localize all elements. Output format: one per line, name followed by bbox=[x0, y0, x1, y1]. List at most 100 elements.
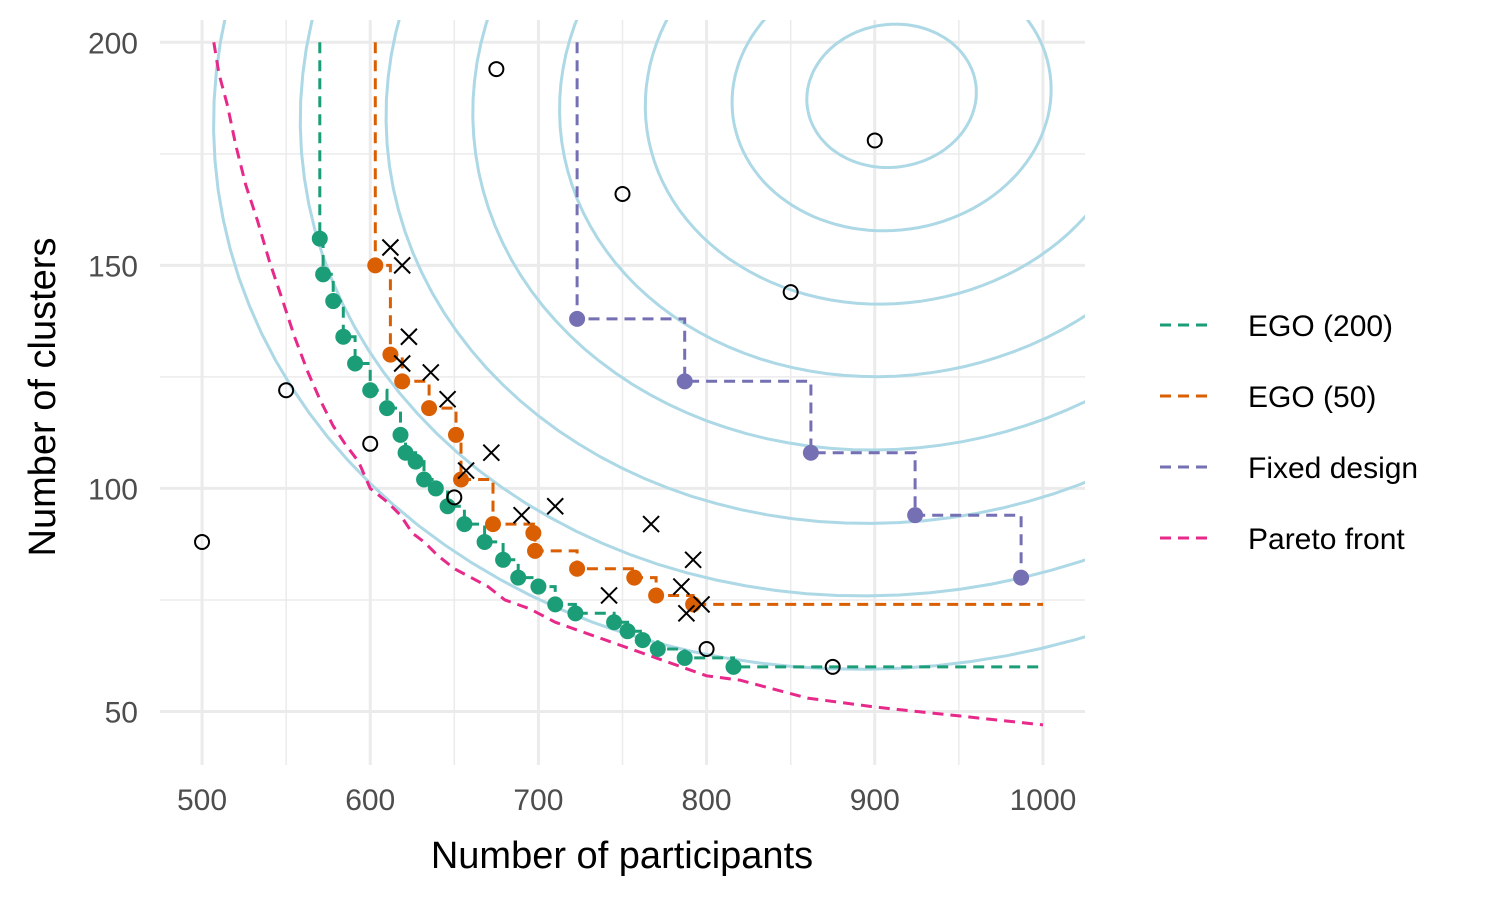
open-circle-marker bbox=[278, 382, 295, 399]
data-point bbox=[453, 471, 470, 488]
data-point bbox=[421, 400, 438, 417]
data-point bbox=[648, 587, 665, 604]
cross-marker bbox=[400, 328, 418, 346]
data-point bbox=[606, 614, 623, 631]
contour-line bbox=[730, 20, 1053, 233]
y-axis-title: Number of clusters bbox=[22, 238, 64, 557]
cross-marker bbox=[600, 586, 618, 605]
contour-line bbox=[298, 20, 1085, 598]
contour-line bbox=[471, 20, 1085, 452]
data-point bbox=[547, 596, 564, 613]
minor-grid bbox=[160, 20, 1085, 765]
data-point bbox=[394, 373, 411, 390]
legend-label: EGO (50) bbox=[1248, 381, 1376, 414]
open-circle-marker bbox=[362, 435, 379, 452]
legend-label: EGO (200) bbox=[1248, 310, 1393, 343]
contour-lines bbox=[212, 20, 1085, 671]
y-tick-label: 100 bbox=[88, 473, 138, 506]
data-point bbox=[626, 569, 643, 586]
data-point bbox=[525, 525, 542, 542]
open-circle-marker bbox=[698, 641, 715, 658]
data-point bbox=[567, 605, 584, 622]
y-tick-label: 150 bbox=[88, 250, 138, 283]
cross-marker bbox=[677, 604, 696, 623]
data-point bbox=[362, 382, 379, 399]
cross-marker bbox=[642, 515, 660, 533]
data-point bbox=[416, 471, 433, 488]
open-circle-marker bbox=[488, 61, 505, 78]
y-tick-label: 200 bbox=[88, 27, 138, 60]
cross-marker bbox=[684, 551, 702, 569]
data-point bbox=[634, 632, 651, 649]
cross-marker bbox=[393, 354, 411, 373]
y-axis-tick-labels: 50 100 150 200 bbox=[88, 27, 138, 729]
open-circle-marker bbox=[194, 533, 211, 550]
data-point bbox=[527, 542, 544, 559]
open-circle-marker bbox=[866, 132, 883, 149]
data-point bbox=[802, 444, 819, 461]
data-point bbox=[725, 658, 742, 675]
open-circle-marker bbox=[782, 284, 799, 301]
step-line bbox=[318, 42, 1043, 669]
series-points bbox=[311, 230, 1030, 675]
data-point bbox=[907, 507, 924, 524]
contour-line bbox=[643, 20, 1085, 306]
data-point bbox=[311, 230, 328, 247]
x-tick-label: 700 bbox=[513, 784, 563, 817]
data-point bbox=[439, 498, 456, 515]
series-step-lines bbox=[212, 42, 1044, 727]
contour-line bbox=[384, 20, 1085, 525]
data-point bbox=[476, 533, 493, 550]
data-point bbox=[427, 480, 444, 497]
x-axis-tick-labels: 500 600 700 800 900 1000 bbox=[177, 784, 1076, 817]
x-tick-label: 800 bbox=[682, 784, 732, 817]
data-point bbox=[676, 649, 693, 666]
major-grid bbox=[160, 20, 1085, 765]
data-point bbox=[367, 257, 384, 274]
cross-markers bbox=[381, 238, 711, 623]
data-point bbox=[569, 560, 586, 577]
data-point bbox=[325, 293, 342, 310]
open-circle-marker bbox=[824, 658, 841, 675]
legend-label: Pareto front bbox=[1248, 523, 1405, 556]
data-point bbox=[530, 578, 547, 595]
data-point bbox=[619, 623, 636, 640]
data-point bbox=[407, 453, 424, 470]
data-point bbox=[456, 516, 473, 533]
data-point bbox=[649, 641, 666, 658]
data-point bbox=[335, 328, 352, 345]
step-line bbox=[373, 42, 1043, 606]
cross-marker bbox=[438, 390, 457, 408]
step-line bbox=[575, 42, 1023, 578]
data-point bbox=[495, 551, 512, 568]
legend-label: Fixed design bbox=[1248, 452, 1418, 485]
legend: EGO (200) EGO (50) Fixed design Pareto fron… bbox=[1160, 310, 1418, 556]
cross-marker bbox=[422, 363, 440, 382]
open-circle-marker bbox=[446, 489, 463, 506]
data-point bbox=[676, 373, 693, 390]
contour-line bbox=[805, 22, 978, 169]
cross-marker bbox=[692, 595, 711, 614]
data-point bbox=[382, 346, 399, 363]
data-point bbox=[510, 569, 527, 586]
x-tick-label: 1000 bbox=[1010, 784, 1077, 817]
cross-marker bbox=[457, 461, 475, 480]
data-point bbox=[569, 310, 586, 327]
step-line bbox=[212, 42, 1044, 727]
data-point bbox=[485, 516, 501, 533]
cross-marker bbox=[393, 256, 411, 275]
data-point bbox=[347, 355, 364, 372]
contour-line bbox=[212, 20, 1085, 671]
data-point bbox=[448, 426, 464, 443]
cross-marker bbox=[546, 497, 564, 515]
data-point bbox=[315, 266, 332, 283]
data-point bbox=[379, 400, 396, 417]
cross-marker bbox=[512, 506, 531, 524]
x-tick-label: 500 bbox=[177, 784, 227, 817]
data-point bbox=[685, 596, 702, 613]
data-point bbox=[1013, 569, 1030, 586]
open-circle-marker bbox=[614, 185, 631, 202]
cross-marker bbox=[381, 238, 400, 257]
contour-line bbox=[558, 20, 1085, 379]
